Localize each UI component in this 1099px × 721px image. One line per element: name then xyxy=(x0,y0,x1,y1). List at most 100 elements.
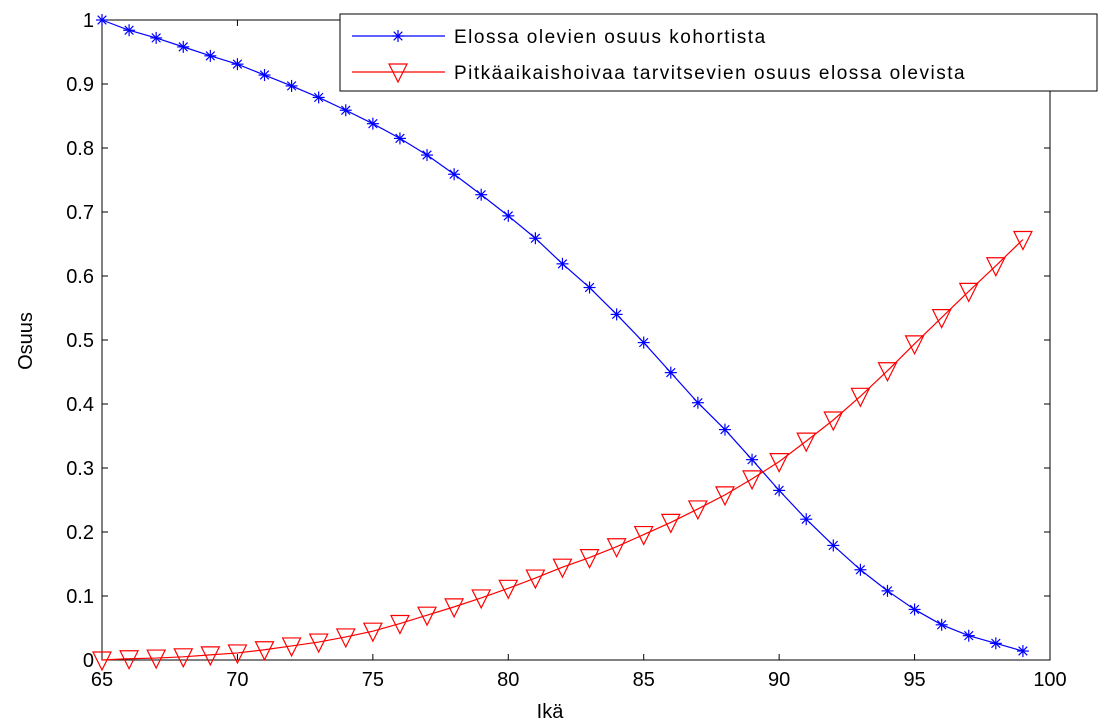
data-point xyxy=(393,132,406,145)
x-tick-label: 80 xyxy=(497,669,519,691)
data-point xyxy=(471,589,492,610)
data-point xyxy=(633,525,654,546)
data-point xyxy=(146,649,167,670)
data-point xyxy=(227,644,248,665)
data-point xyxy=(475,188,488,201)
x-axis-ticks: 65 70 75 80 85 90 95 100 xyxy=(91,20,1067,691)
data-point xyxy=(123,24,136,37)
data-point xyxy=(308,633,329,654)
y-tick-label: 0.6 xyxy=(66,266,94,288)
y-tick-label: 0.5 xyxy=(66,330,94,352)
data-point xyxy=(877,362,898,383)
y-axis-ticks: 0 0.1 0.2 0.3 0.4 0.5 0.6 0.7 0.8 0.9 1 xyxy=(66,10,1050,672)
data-point xyxy=(335,628,356,649)
data-point xyxy=(827,539,840,552)
data-point xyxy=(177,40,190,53)
data-point xyxy=(989,637,1002,650)
data-point xyxy=(691,396,704,409)
data-point xyxy=(660,513,681,534)
data-point xyxy=(231,58,244,71)
legend-label: Pitkäaikaishoivaa tarvitsevien osuus elo… xyxy=(454,63,966,84)
y-tick-label: 0.7 xyxy=(66,202,94,224)
data-point xyxy=(773,484,786,497)
data-point xyxy=(935,618,948,631)
y-tick-label: 1 xyxy=(83,10,94,32)
series-2 xyxy=(92,230,1033,672)
plot-area xyxy=(101,19,1051,661)
legend-marker xyxy=(392,30,404,42)
x-tick-label: 95 xyxy=(903,669,925,691)
data-point xyxy=(637,336,650,349)
legend-entries: Elossa olevien osuus kohortista Pitkäaika… xyxy=(352,27,966,84)
data-point xyxy=(823,411,844,432)
data-point xyxy=(796,432,817,453)
data-point xyxy=(769,453,790,473)
data-point xyxy=(742,470,763,491)
series-1 xyxy=(96,14,1029,658)
data-point xyxy=(281,637,302,658)
data-point xyxy=(498,579,519,600)
data-point xyxy=(285,79,298,92)
x-axis-label: Ikä xyxy=(537,701,565,721)
x-tick-label: 70 xyxy=(226,669,248,691)
data-point xyxy=(1016,645,1029,658)
data-point xyxy=(119,650,140,671)
data-point xyxy=(985,257,1006,278)
legend-entry: Elossa olevien osuus kohortista xyxy=(352,27,767,48)
data-point xyxy=(552,558,573,579)
data-point xyxy=(200,646,221,667)
data-point xyxy=(444,598,465,619)
data-point xyxy=(664,366,677,379)
data-point xyxy=(718,423,731,436)
data-point xyxy=(850,387,871,408)
data-point xyxy=(908,603,921,616)
data-point xyxy=(958,282,979,303)
data-point xyxy=(610,308,623,321)
data-point xyxy=(366,117,379,130)
data-point xyxy=(904,335,925,356)
y-tick-label: 0.3 xyxy=(66,458,94,480)
data-point xyxy=(417,606,437,627)
legend-marker xyxy=(388,63,408,84)
data-point xyxy=(800,513,813,526)
data-point xyxy=(312,91,325,104)
legend-label: Elossa olevien osuus kohortista xyxy=(454,27,767,48)
data-point xyxy=(1012,230,1033,251)
data-point xyxy=(448,168,461,181)
x-tick-label: 65 xyxy=(91,669,113,691)
data-point xyxy=(96,14,108,26)
data-point xyxy=(525,569,546,590)
y-tick-label: 0.8 xyxy=(66,138,94,160)
data-point xyxy=(556,257,569,270)
y-tick-label: 0.4 xyxy=(66,394,94,416)
y-axis-label: Osuus xyxy=(15,312,37,370)
data-point xyxy=(92,651,112,672)
series-layer xyxy=(92,14,1033,672)
y-tick-label: 0.1 xyxy=(66,586,94,608)
data-point xyxy=(583,281,596,294)
data-point xyxy=(687,500,708,521)
data-point xyxy=(173,648,194,669)
data-point xyxy=(204,49,217,62)
legend: Elossa olevien osuus kohortista Pitkäaika… xyxy=(339,13,1098,92)
data-point xyxy=(579,548,600,569)
data-point xyxy=(529,232,542,245)
x-tick-label: 100 xyxy=(1033,669,1066,691)
x-tick-label: 90 xyxy=(768,669,790,691)
data-point xyxy=(931,309,952,329)
x-tick-label: 85 xyxy=(633,669,655,691)
y-tick-label: 0.2 xyxy=(66,522,94,544)
data-point xyxy=(881,584,894,597)
data-point xyxy=(254,641,275,662)
data-point xyxy=(854,563,867,576)
data-point xyxy=(746,453,759,466)
data-point xyxy=(421,149,434,162)
data-point xyxy=(150,31,163,44)
data-point xyxy=(389,614,410,635)
data-point xyxy=(502,209,515,222)
legend-box xyxy=(339,13,1098,92)
y-tick-label: 0 xyxy=(83,650,94,672)
data-point xyxy=(715,486,735,507)
data-point xyxy=(962,629,975,642)
